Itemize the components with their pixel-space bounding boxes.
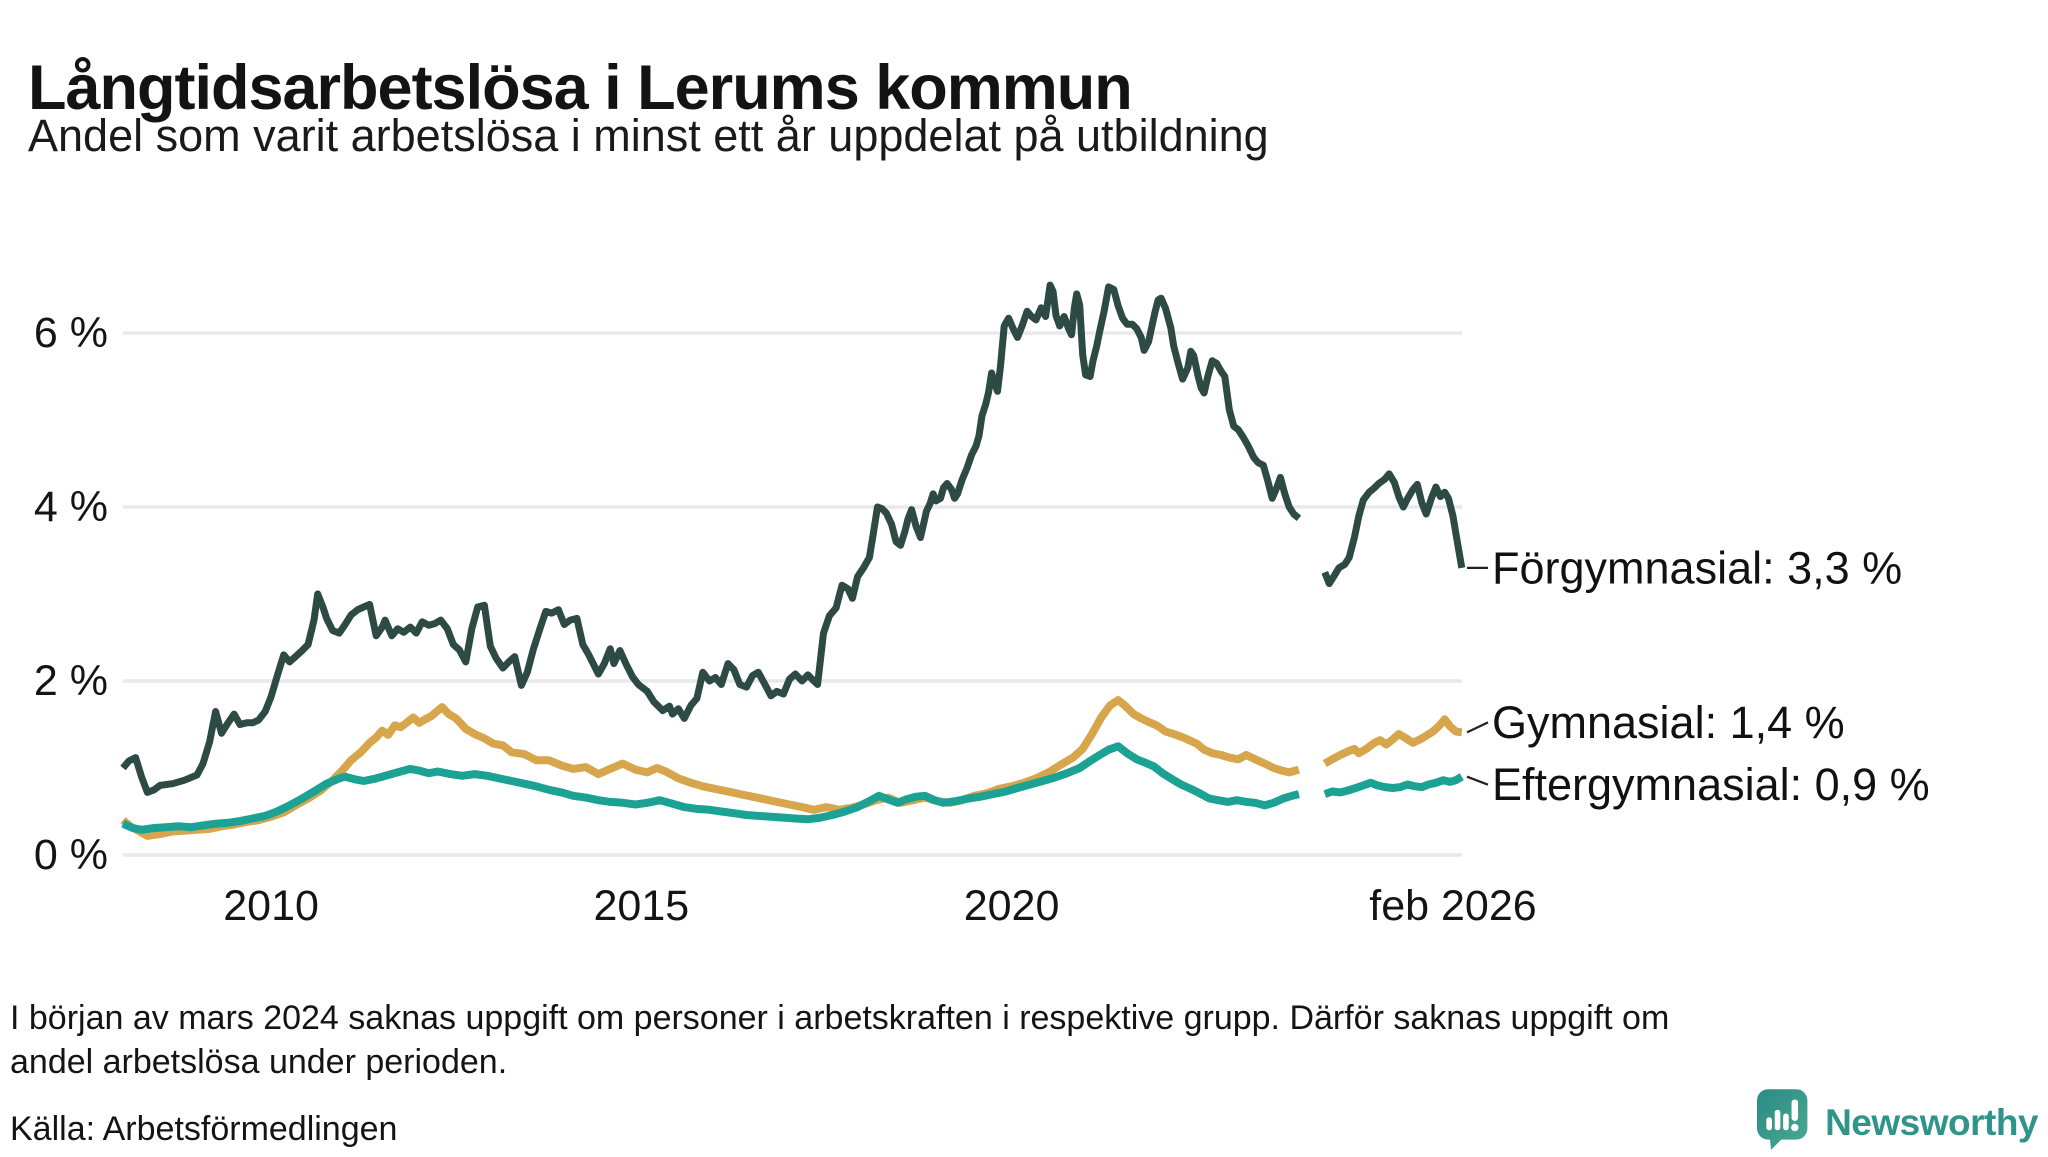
y-axis-tick-label: 0 % bbox=[34, 831, 108, 879]
x-axis-tick-label: 2020 bbox=[964, 882, 1060, 930]
footnote-line-2: andel arbetslösa under perioden. bbox=[10, 1043, 508, 1081]
y-axis-tick-label: 4 % bbox=[34, 483, 108, 531]
newsworthy-speech-bubble-chart-icon bbox=[1757, 1088, 1813, 1157]
series-line-forgymnasial bbox=[120, 281, 1466, 796]
label-connector-gymnasial bbox=[1466, 721, 1489, 734]
y-axis-tick-label: 2 % bbox=[34, 657, 108, 705]
series-line-eftergymnasial bbox=[121, 742, 1464, 834]
series-label-gymnasial: Gymnasial: 1,4 % bbox=[1492, 697, 1845, 748]
newsworthy-logo: Newsworthy bbox=[1757, 1088, 2038, 1157]
x-axis-tick-label: feb 2026 bbox=[1369, 882, 1536, 930]
label-connector-eftergymnasial bbox=[1466, 775, 1489, 786]
y-axis-tick-label: 6 % bbox=[34, 309, 108, 357]
x-axis-tick-label: 2015 bbox=[593, 882, 689, 930]
chart-footnote: I början av mars 2024 saknas uppgift om … bbox=[10, 996, 1669, 1084]
x-axis-tick-label: 2010 bbox=[223, 882, 319, 930]
page-title: Långtidsarbetslösa i Lerums kommun bbox=[28, 53, 1133, 124]
newsworthy-logo-text: Newsworthy bbox=[1825, 1101, 2038, 1143]
chart-subtitle: Andel som varit arbetslösa i minst ett å… bbox=[28, 110, 1269, 161]
series-label-eftergymnasial: Eftergymnasial: 0,9 % bbox=[1492, 759, 1930, 810]
series-label-forgymnasial: Förgymnasial: 3,3 % bbox=[1492, 542, 1902, 593]
source-note: Källa: Arbetsförmedlingen bbox=[10, 1110, 398, 1148]
footnote-line-1: I början av mars 2024 saknas uppgift om … bbox=[10, 999, 1670, 1037]
series-line-gymnasial bbox=[120, 696, 1463, 840]
